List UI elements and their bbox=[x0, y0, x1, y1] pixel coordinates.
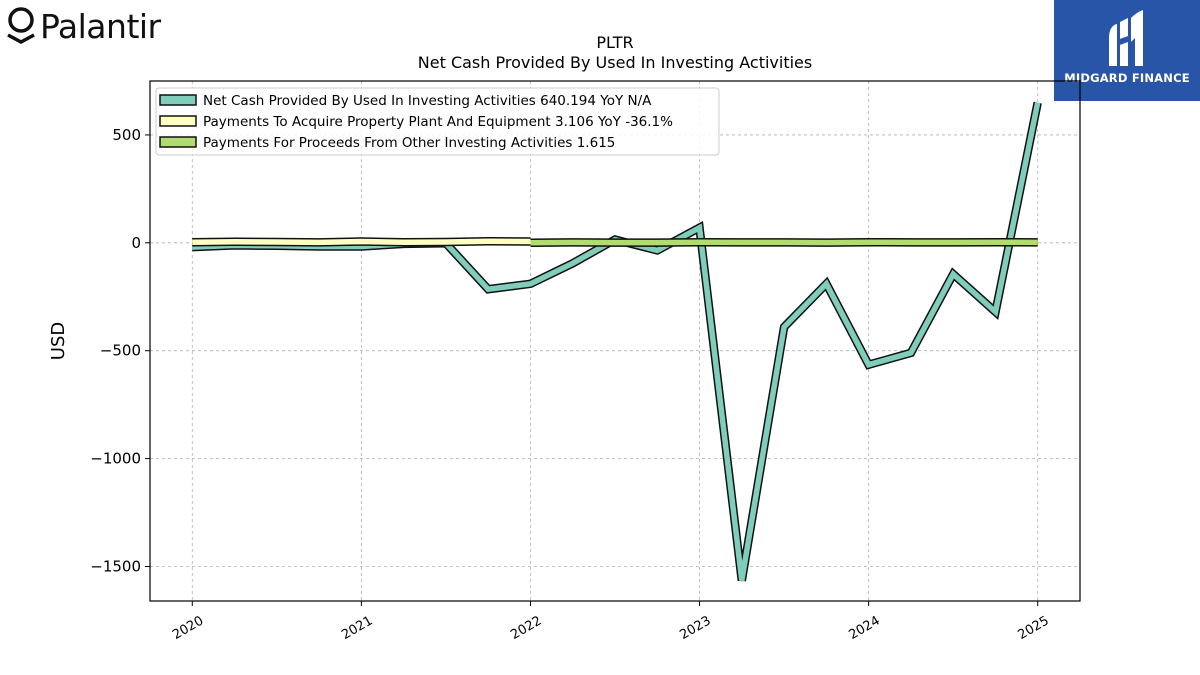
legend-swatch bbox=[159, 94, 197, 106]
legend-label: Payments To Acquire Property Plant And E… bbox=[203, 114, 673, 130]
x-tick-label: 2022 bbox=[508, 613, 544, 643]
y-tick-label: −500 bbox=[100, 342, 141, 360]
chart-subtitle: Net Cash Provided By Used In Investing A… bbox=[417, 53, 813, 72]
palantir-logo-icon bbox=[7, 7, 35, 44]
chart-title: PLTR bbox=[596, 33, 634, 52]
legend-box bbox=[155, 87, 720, 156]
legend-label: Net Cash Provided By Used In Investing A… bbox=[203, 93, 652, 109]
series-line bbox=[192, 238, 531, 246]
x-tick-label: 2021 bbox=[339, 613, 375, 643]
palantir-logo: Palantir bbox=[6, 4, 161, 48]
y-tick-label: 500 bbox=[112, 126, 141, 144]
midgard-finance-logo: MIDGARD FINANCE bbox=[1054, 0, 1200, 101]
midgard-logo-text: MIDGARD FINANCE bbox=[1064, 71, 1190, 85]
legend-swatch bbox=[159, 115, 197, 127]
x-tick-label: 2023 bbox=[677, 613, 713, 643]
y-axis-label: USD bbox=[48, 322, 69, 360]
y-tick-label: −1000 bbox=[90, 450, 141, 468]
x-tick-label: 2024 bbox=[846, 613, 882, 643]
series-line-outline bbox=[192, 101, 1042, 582]
series-line bbox=[192, 102, 1041, 581]
legend-swatch bbox=[159, 136, 197, 148]
palantir-logo-text: Palantir bbox=[40, 6, 161, 46]
x-tick-label: 2020 bbox=[170, 613, 206, 643]
x-tick-label: 2025 bbox=[1016, 613, 1052, 643]
y-tick-label: 0 bbox=[131, 234, 141, 252]
series-line bbox=[530, 239, 1038, 246]
y-tick-label: −1500 bbox=[90, 557, 141, 575]
midgard-logo-icon bbox=[1109, 10, 1143, 66]
plot-frame bbox=[149, 80, 1081, 602]
legend-label: Payments For Proceeds From Other Investi… bbox=[203, 135, 615, 151]
